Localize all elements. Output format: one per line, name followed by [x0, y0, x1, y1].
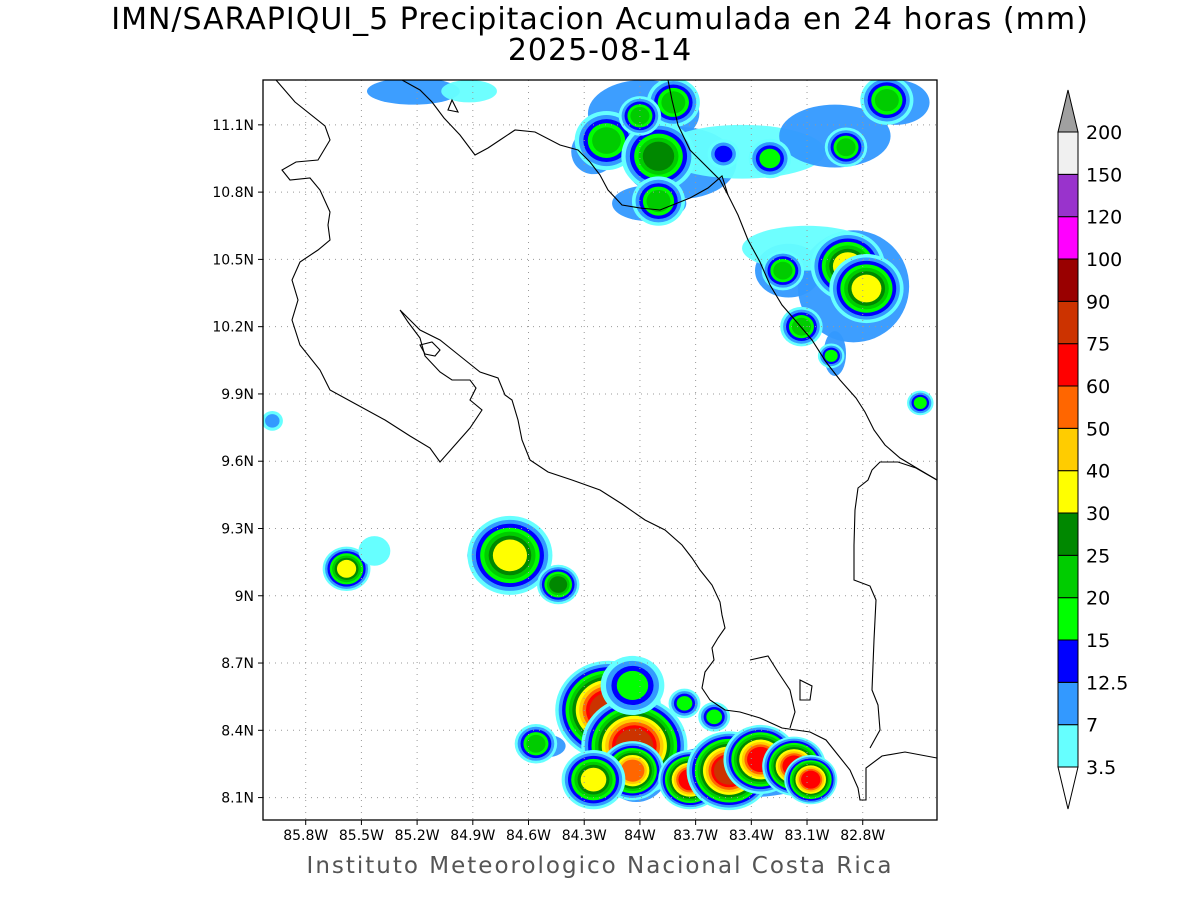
colorbar-label: 60	[1086, 376, 1110, 398]
colorbar-label: 150	[1086, 164, 1122, 186]
colorbar-label: 3.5	[1086, 757, 1116, 779]
colorbar-swatch	[1057, 216, 1079, 260]
precip-cell-contour	[913, 396, 927, 409]
colorbar-swatch	[1057, 681, 1079, 726]
coastline-path	[275, 80, 937, 801]
colorbar-label: 30	[1086, 503, 1110, 525]
lat-tick-label: 9.3N	[221, 521, 254, 537]
lat-tick-label: 11.1N	[212, 118, 254, 134]
colorbar-label: 50	[1086, 418, 1110, 440]
precip-cell-contour	[661, 91, 686, 114]
lat-tick-label: 10.5N	[212, 252, 254, 268]
panama-border	[853, 461, 937, 749]
lon-tick-label: 85.5W	[339, 828, 384, 844]
precip-cell-contour	[526, 734, 546, 753]
colorbar-swatch	[1057, 385, 1079, 429]
lat-tick-label: 8.1N	[221, 791, 254, 807]
colorbar-label: 90	[1086, 291, 1110, 313]
lon-tick-label: 84.9W	[450, 828, 495, 844]
lon-tick-label: 84.6W	[506, 828, 551, 844]
colorbar-swatch	[1057, 131, 1079, 175]
lat-tick-label: 8.4N	[221, 723, 254, 739]
lon-tick-label: 85.8W	[283, 828, 328, 844]
lat-tick-label: 10.2N	[212, 320, 254, 336]
precip-cell-contour	[630, 106, 650, 125]
precip-cell-contour	[824, 349, 838, 362]
map-frame	[262, 79, 938, 821]
precip-cell-contour	[706, 709, 723, 725]
precip-cell-contour	[874, 89, 899, 112]
lat-tick-label: 10.8N	[212, 185, 254, 201]
colorbar-swatch	[1057, 724, 1079, 768]
lon-tick-label: 85.2W	[395, 828, 440, 844]
institution-credit: Instituto Meteorologico Nacional Costa R…	[306, 853, 894, 879]
colorbar-under-arrow	[1057, 766, 1079, 810]
precip-cell-contour	[492, 539, 528, 572]
lat-lon-grid	[263, 80, 937, 820]
precip-cell-contour	[549, 576, 568, 593]
colorbar-swatch	[1057, 597, 1079, 641]
lon-tick-label: 83.7W	[673, 828, 718, 844]
lat-tick-label: 8.7N	[221, 656, 254, 672]
lake-nicaragua-islet	[419, 98, 459, 357]
colorbar-swatch	[1057, 343, 1079, 387]
precip-cell-contour	[836, 138, 856, 157]
axis-ticks: 11.1N 10.8N 10.5N 10.2N 9.9N 9.6N 9.3N 9N 8.7N 8.…	[212, 118, 885, 844]
precip-light-area	[441, 80, 497, 103]
colorbar-label: 15	[1086, 630, 1110, 652]
colorbar-label: 12.5	[1086, 672, 1128, 694]
colorbar-swatch	[1057, 173, 1079, 218]
colorbar-label: 120	[1086, 207, 1122, 229]
colorbar-swatch	[1057, 512, 1079, 556]
lon-tick-label: 84.3W	[562, 828, 607, 844]
precip-cell-contour	[642, 141, 675, 171]
map-title: IMN/SARAPIQUI_5 Precipitacion Acumulada …	[111, 2, 1089, 37]
colorbar-label: 20	[1086, 588, 1110, 610]
map-date: 2025-08-14	[507, 33, 693, 68]
lon-tick-label: 83.1W	[785, 828, 830, 844]
precip-cell-contour	[646, 189, 671, 213]
nicaragua-border	[401, 80, 729, 211]
lat-tick-label: 9.9N	[221, 387, 254, 403]
precip-cell-contour	[358, 536, 391, 566]
precip-cell-contour	[580, 767, 607, 792]
precip-cell-contour	[336, 559, 357, 578]
colorbar: 3.5 7 12.5 15 20 25 30 40 50 60 75 90 100 120 150 200	[1057, 89, 1128, 810]
precip-cell-contour	[265, 414, 280, 428]
precip-cell-contour	[759, 148, 781, 169]
precip-cell-contour	[714, 145, 733, 163]
colorbar-swatch	[1057, 300, 1079, 345]
colorbar-swatch	[1057, 258, 1079, 302]
colorbar-label: 75	[1086, 334, 1110, 356]
colorbar-over-arrow	[1057, 89, 1079, 133]
precip-cell-contour	[801, 770, 821, 789]
coastline	[275, 80, 937, 801]
colorbar-swatch	[1057, 639, 1079, 683]
lon-tick-label: 83.4W	[729, 828, 774, 844]
precip-cell-contour	[616, 670, 649, 701]
precip-cell-contour	[676, 696, 693, 711]
colorbar-swatch	[1057, 427, 1079, 472]
precip-cell-contour	[851, 274, 882, 303]
precip-cell-contour	[592, 127, 621, 154]
colorbar-label: 25	[1086, 545, 1110, 567]
colorbar-label: 200	[1086, 122, 1122, 144]
lat-tick-label: 9.6N	[221, 454, 254, 470]
colorbar-label: 40	[1086, 461, 1110, 483]
lat-tick-label: 9N	[235, 589, 254, 605]
coastline-caribbean	[667, 80, 937, 481]
colorbar-label: 100	[1086, 249, 1122, 271]
lon-tick-label: 84W	[624, 828, 656, 844]
colorbar-label: 7	[1086, 715, 1098, 737]
precip-cell-contour	[773, 261, 793, 280]
precip-cell-contour	[620, 759, 645, 782]
lon-tick-label: 82.8W	[840, 828, 885, 844]
osa-peninsula	[749, 655, 813, 729]
colorbar-swatch	[1057, 470, 1079, 514]
colorbar-swatch	[1057, 554, 1079, 599]
precip-light-area	[366, 80, 460, 105]
